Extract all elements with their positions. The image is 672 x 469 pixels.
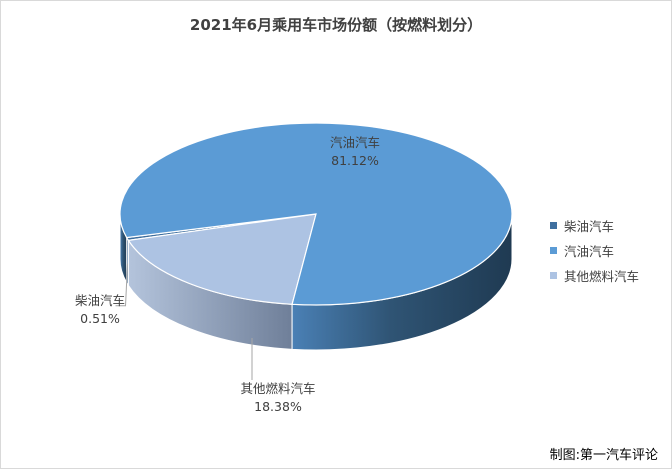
data-label-other-name: 其他燃料汽车 xyxy=(240,381,316,396)
legend-label-petrol: 汽油汽车 xyxy=(564,244,615,259)
legend-swatch-diesel xyxy=(550,222,557,229)
pie-slice-petrol xyxy=(119,122,513,306)
data-label-diesel-value: 0.51% xyxy=(80,311,120,326)
data-label-other: 其他燃料汽车 18.38% xyxy=(223,380,333,416)
legend-item-diesel: 柴油汽车 xyxy=(550,213,639,238)
data-label-diesel: 柴油汽车 0.51% xyxy=(55,292,145,328)
chart-credit: 制图:第一汽车评论 xyxy=(549,448,658,463)
data-label-petrol-value: 81.12% xyxy=(331,153,379,168)
data-label-petrol: 汽油汽车 81.12% xyxy=(300,134,410,170)
data-label-petrol-name: 汽油汽车 xyxy=(329,135,380,150)
chart-title: 2021年6月乘用车市场份额（按燃料划分） xyxy=(189,16,483,34)
data-label-other-value: 18.38% xyxy=(254,399,302,414)
legend-item-other: 其他燃料汽车 xyxy=(550,263,639,288)
data-label-diesel-name: 柴油汽车 xyxy=(74,293,125,308)
legend-item-petrol: 汽油汽车 xyxy=(550,238,639,263)
legend-swatch-petrol xyxy=(550,247,557,254)
leader-lines xyxy=(115,263,253,380)
legend-swatch-other xyxy=(550,272,557,279)
leader-line-diesel xyxy=(115,263,129,307)
pie-slice-other xyxy=(127,213,317,305)
legend: 柴油汽车 汽油汽车 其他燃料汽车 xyxy=(550,213,639,288)
pie-tops xyxy=(119,122,513,306)
legend-label-diesel: 柴油汽车 xyxy=(564,219,615,234)
legend-label-other: 其他燃料汽车 xyxy=(564,269,640,284)
